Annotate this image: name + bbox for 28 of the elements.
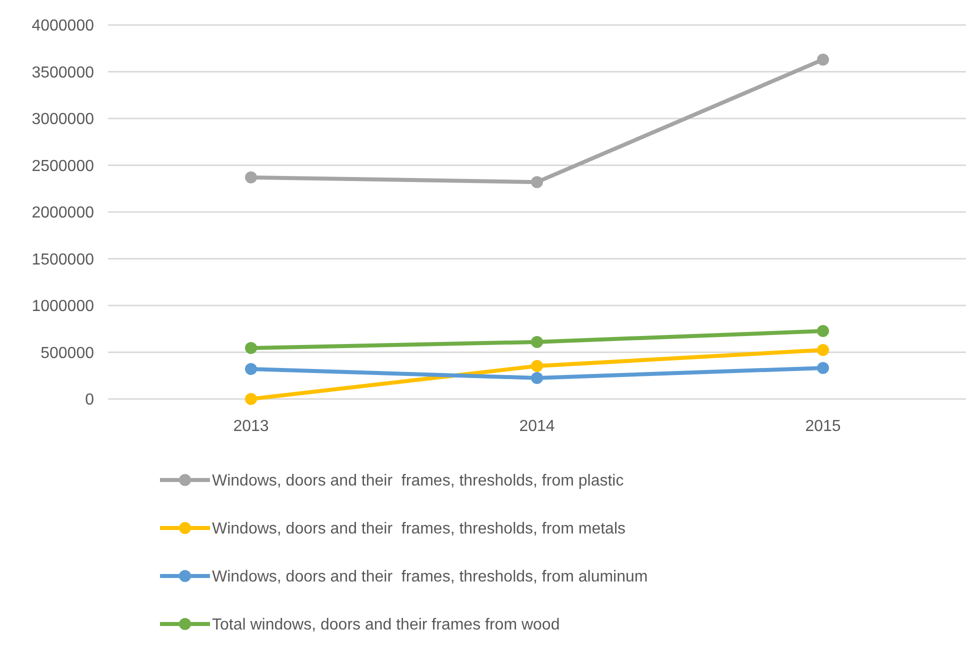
y-tick-label: 1500000 [32, 251, 94, 268]
y-tick-label: 0 [85, 392, 94, 409]
point [817, 54, 829, 66]
y-tick-label: 3000000 [32, 111, 94, 128]
point [531, 336, 543, 348]
point [531, 360, 543, 372]
legend-label: Total windows, doors and their frames from wood [212, 616, 560, 634]
y-tick-label: 500000 [40, 344, 94, 362]
legend-label: Windows, doors and their frames, thresholds, from plastic [212, 472, 624, 490]
point [817, 325, 829, 338]
point [531, 176, 543, 188]
y-tick-label: 2000000 [32, 204, 94, 222]
point [245, 171, 257, 184]
legend-label: Windows, doors and their frames, thresholds, from metals [212, 520, 626, 538]
y-tick-label: 1000000 [32, 298, 94, 316]
y-tick-label: 4000000 [32, 18, 94, 35]
x-tick-label: 2013 [233, 418, 269, 435]
point [817, 362, 829, 374]
point [245, 342, 257, 354]
y-tick-label: 3500000 [32, 64, 94, 82]
point [817, 344, 829, 356]
point [531, 372, 543, 384]
point [245, 393, 257, 405]
x-tick-label: 2015 [805, 418, 841, 435]
legend-label: Windows, doors and their frames, thresholds, from aluminum [212, 568, 648, 586]
point [245, 362, 257, 375]
y-tick-label: 2500000 [32, 158, 94, 175]
x-tick-label: 2014 [519, 418, 555, 435]
